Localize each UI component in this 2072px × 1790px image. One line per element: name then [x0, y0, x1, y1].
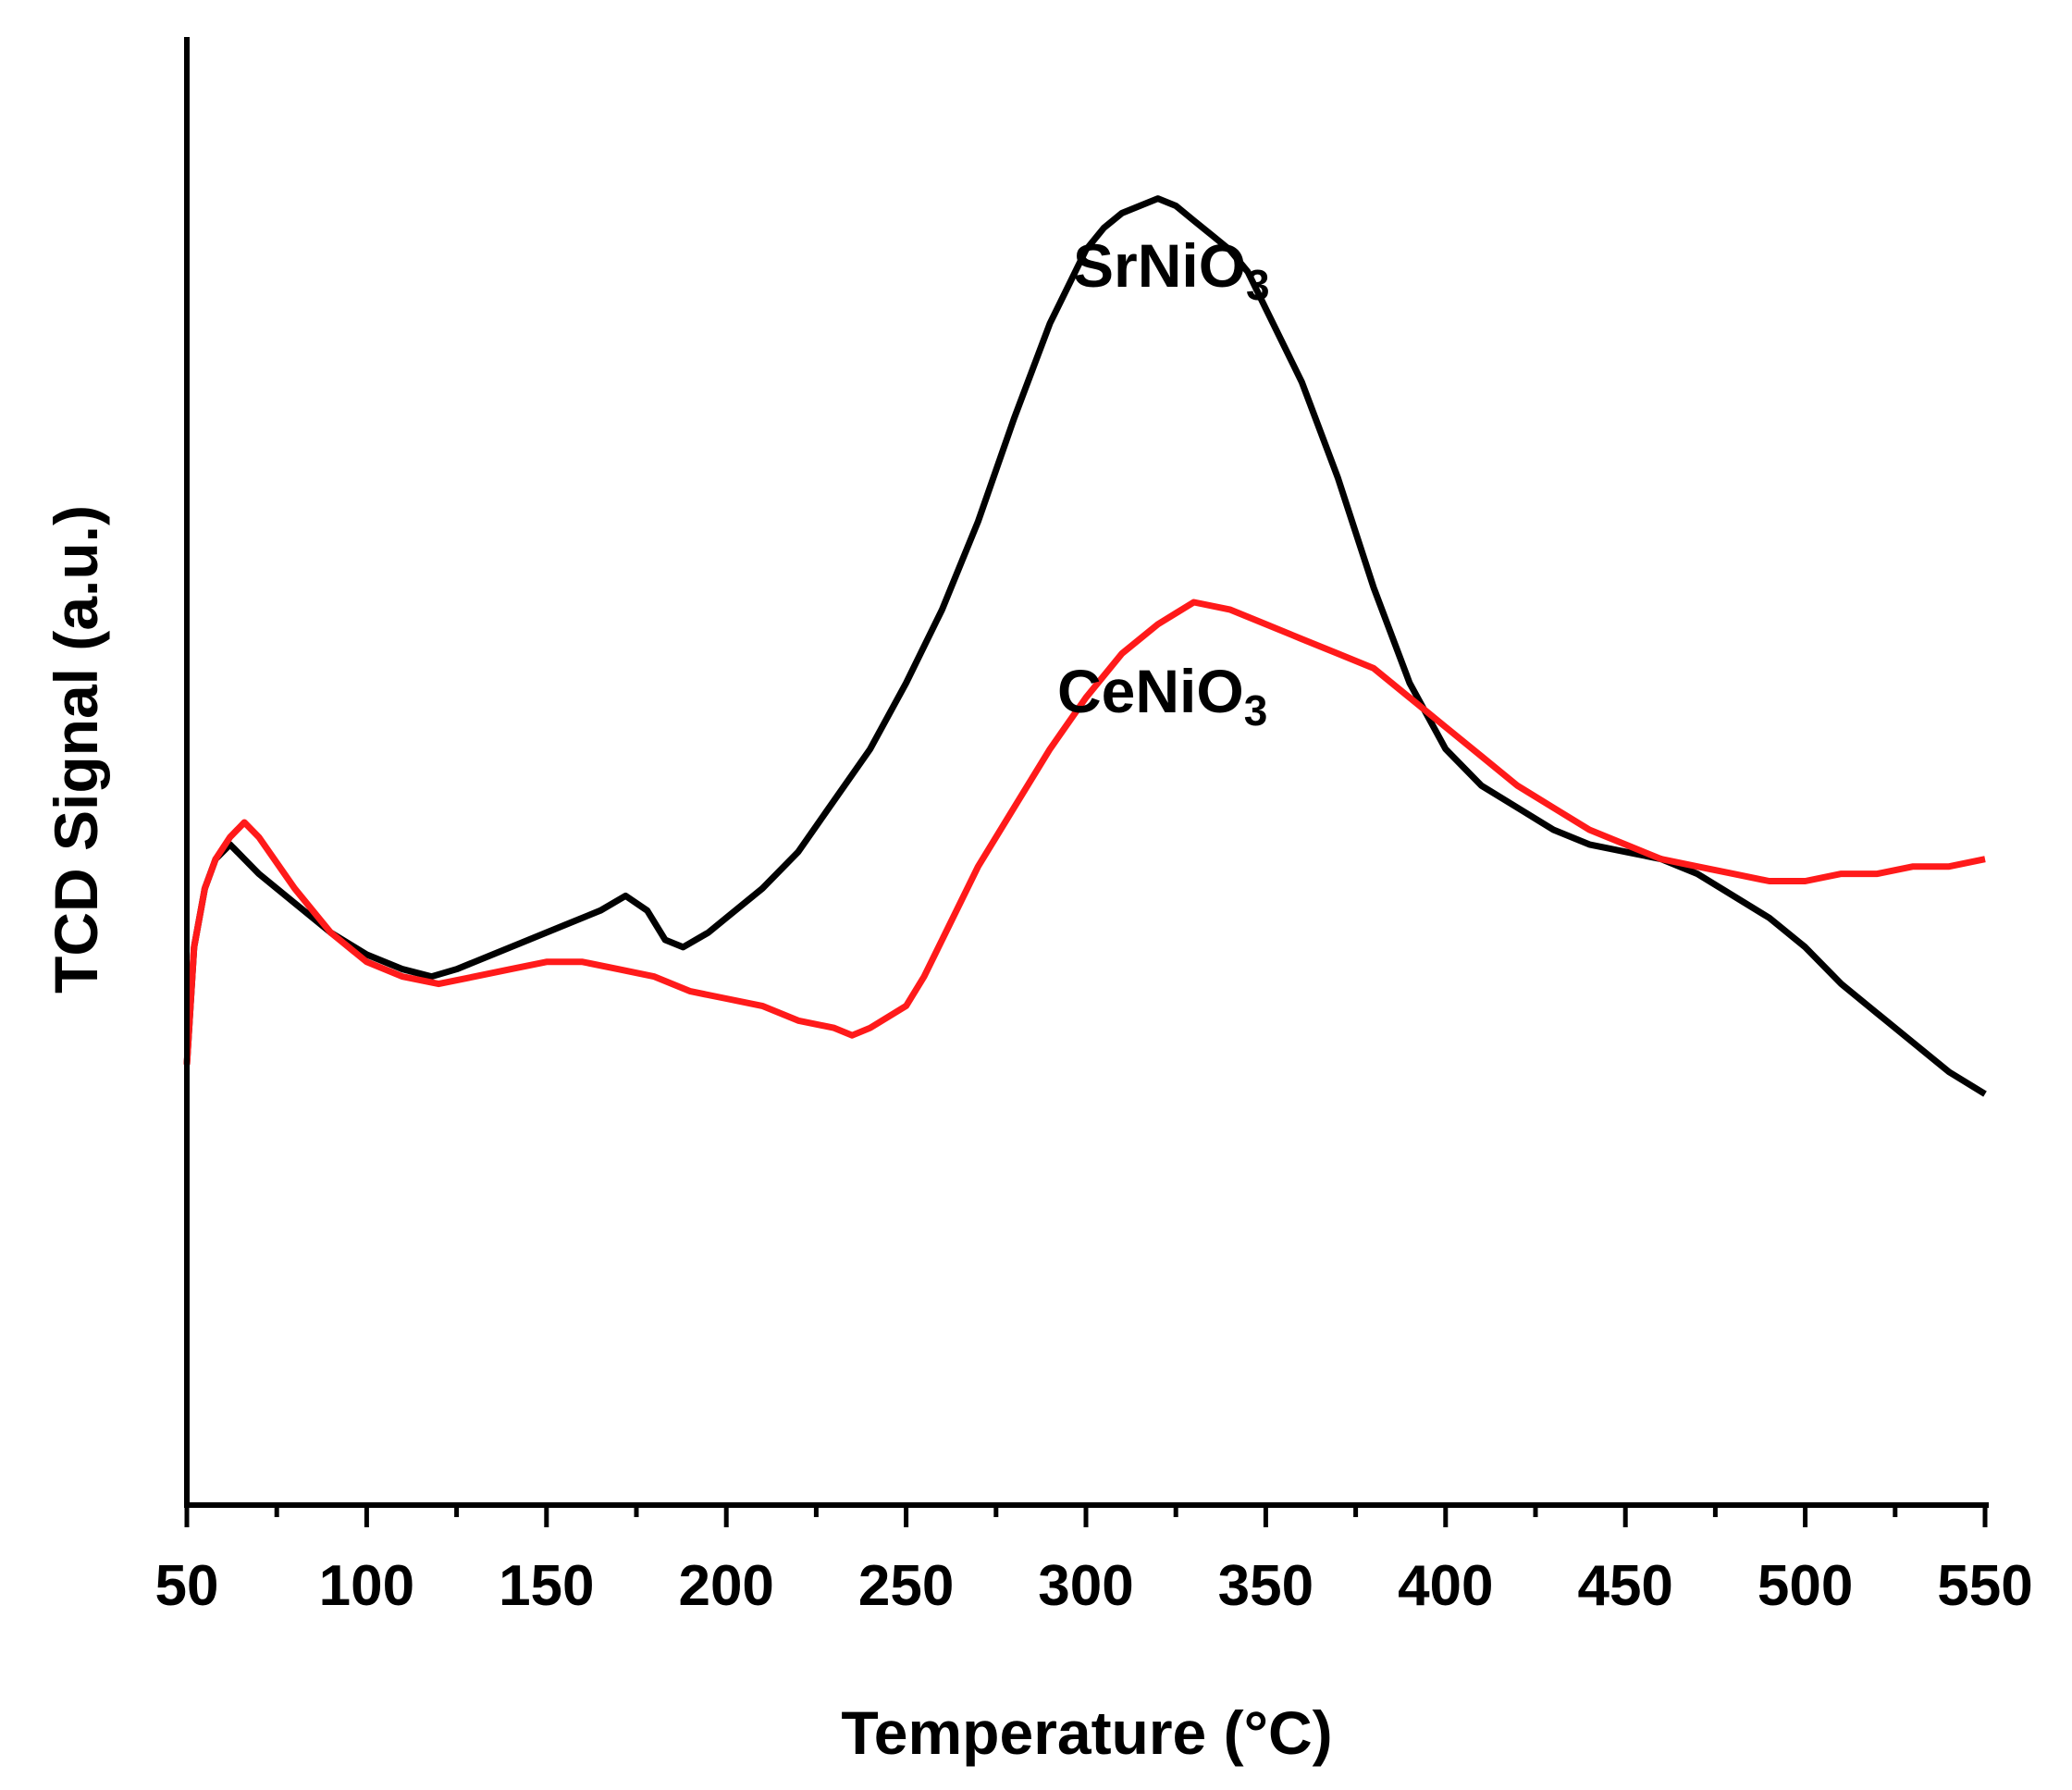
series-line-srnio3	[183, 195, 1987, 1097]
x-tick-label-350: 350	[1218, 1554, 1314, 1618]
x-tick-label-450: 450	[1577, 1554, 1672, 1618]
x-tick-label-200: 200	[678, 1554, 773, 1618]
annotation-srnio3: SrNiO3	[1073, 231, 1270, 309]
x-tick-label-300: 300	[1038, 1554, 1133, 1618]
x-tick-layer: 50 100 150 200 250 300 350 400 450 500 550	[155, 1505, 2033, 1618]
x-tick-label-100: 100	[319, 1554, 414, 1618]
x-tick-label-500: 500	[1758, 1554, 1853, 1618]
x-axis-title: Temperature (°C)	[841, 1698, 1332, 1767]
x-tick-label-150: 150	[499, 1554, 594, 1618]
x-tick-label-550: 550	[1937, 1554, 2032, 1618]
series-layer	[183, 195, 1987, 1097]
y-axis-title: TCD Signal (a.u.)	[42, 505, 110, 994]
annotation-cenio3: CeNiO3	[1057, 657, 1267, 735]
x-tick-label-50: 50	[155, 1554, 219, 1618]
x-tick-label-250: 250	[858, 1554, 954, 1618]
series-line-cenio3	[183, 599, 1986, 1066]
x-tick-label-400: 400	[1398, 1554, 1493, 1618]
